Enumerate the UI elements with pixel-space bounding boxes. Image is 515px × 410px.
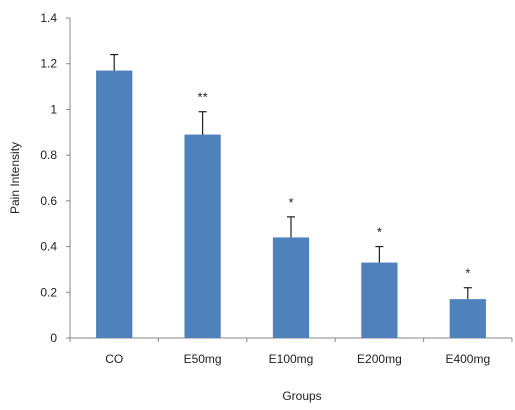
y-axis-title: Pain Intensity <box>8 142 22 214</box>
x-tick-label: CO <box>105 352 123 366</box>
significance-marker: * <box>288 195 293 210</box>
x-axis-title: Groups <box>282 389 321 403</box>
y-tick-label: 0.6 <box>40 194 57 208</box>
y-axis-ticks: 0 0.2 0.4 0.6 0.8 1 1.2 1.4 <box>40 11 70 345</box>
y-tick-label: 1.4 <box>40 11 57 25</box>
y-tick-label: 1.2 <box>40 57 57 71</box>
significance-marker: * <box>465 266 470 281</box>
y-tick-label: 0 <box>50 331 57 345</box>
significance-marker: ** <box>198 90 208 105</box>
x-axis-ticks: CO E50mg E100mg E200mg E400mg <box>69 338 513 366</box>
y-tick-label: 0.2 <box>40 285 57 299</box>
plot-area: 00.20.40.60.811.21.4 ***** CO E50mg E100mg… <box>40 11 513 366</box>
bar <box>272 237 310 338</box>
y-tick-label: 0.8 <box>40 148 57 162</box>
bar <box>449 299 486 338</box>
bar <box>184 134 221 338</box>
x-tick-label: E200mg <box>357 352 402 366</box>
x-tick-label: E400mg <box>445 352 490 366</box>
bar <box>361 262 398 338</box>
y-tick-label: 0.4 <box>40 240 57 254</box>
significance-marker: * <box>377 225 382 240</box>
y-tick-label: 1 <box>50 102 57 116</box>
x-tick-label: E50mg <box>184 352 222 366</box>
x-tick-label: E100mg <box>269 352 314 366</box>
bar <box>96 70 133 339</box>
bars: ***** <box>96 53 486 339</box>
